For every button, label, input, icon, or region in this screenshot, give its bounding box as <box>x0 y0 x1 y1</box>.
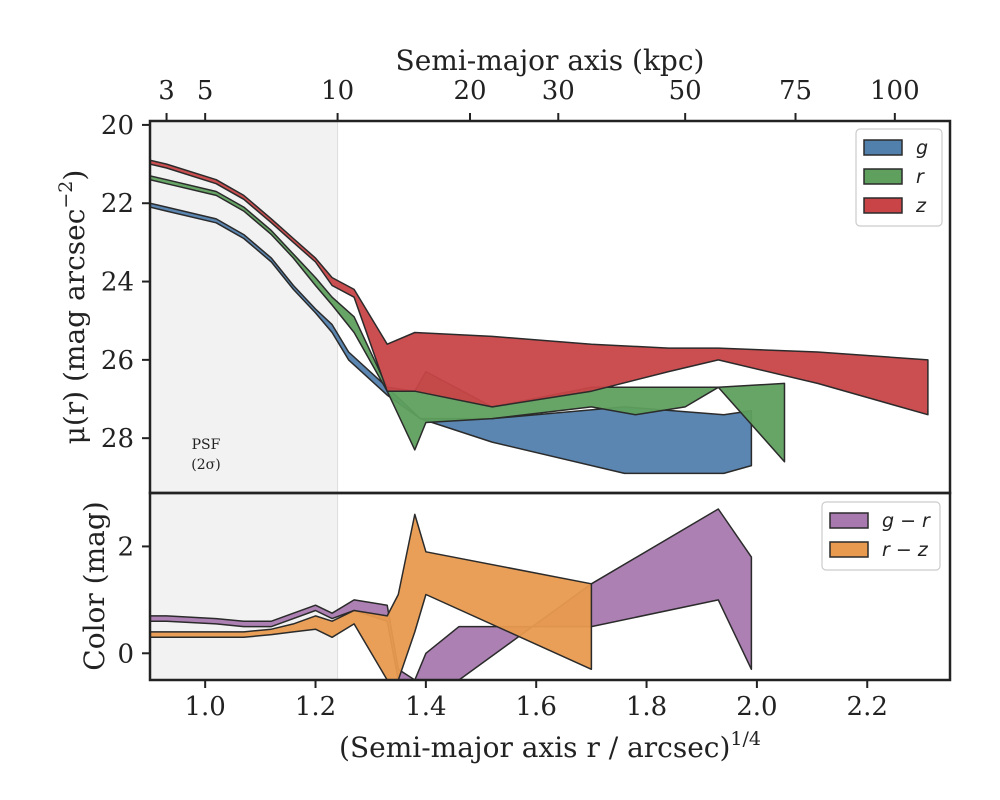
psf-label: PSF <box>192 437 221 453</box>
top-axis-tick-label: 3 <box>158 76 175 106</box>
color-bands <box>150 508 753 680</box>
legend-label-z: z <box>915 195 927 217</box>
top-axis-tick-label: 75 <box>779 76 812 106</box>
legend-swatch-r <box>863 168 903 185</box>
y-axis-title-exponent: −2 <box>55 181 77 209</box>
band-r <box>150 175 786 463</box>
psf-shaded-region-color-panel <box>150 493 338 680</box>
y-axis-title-tail: ) <box>58 170 91 181</box>
x-axis-title-main: (Semi-major axis r / arcsec) <box>339 731 730 764</box>
legend-swatch-z <box>863 197 903 214</box>
top-axis-tick-label: 30 <box>542 76 575 106</box>
legend-label-r: r <box>916 166 925 188</box>
top-axis-tick-label: 5 <box>197 76 214 106</box>
x-tick-label: 1.0 <box>184 692 225 722</box>
x-tick-label: 1.6 <box>516 692 557 722</box>
x-axis-title: (Semi-major axis r / arcsec)1/4 <box>339 728 761 764</box>
x-tick-label: 1.2 <box>295 692 336 722</box>
top-axis-tick-label: 10 <box>321 76 354 106</box>
top-axis-title: Semi-major axis (kpc) <box>396 44 705 77</box>
y-tick-label: 28 <box>101 424 134 454</box>
y-tick-label: 22 <box>101 189 134 219</box>
legend-swatch-r-z <box>829 541 869 558</box>
y-axis-title-main: μ(r) (mag arcsec <box>58 209 91 445</box>
color-plot-frame <box>148 491 952 682</box>
color-y-tick-label: 0 <box>117 639 134 669</box>
x-tick-label: 2.0 <box>736 692 777 722</box>
legend-label-g: g <box>916 137 928 159</box>
legend-swatch-g <box>863 139 903 156</box>
band-r-z <box>150 513 593 680</box>
legend-label-g-r: g − r <box>882 510 931 532</box>
band-z <box>150 159 929 416</box>
psf-sigma-label: (2σ) <box>191 457 220 473</box>
x-axis-title-exponent: 1/4 <box>730 728 761 750</box>
axis-ticks: 1.0 1.2 1.4 1.6 1.8 2.0 2.23 5 10 20 30 50 75 1002022… <box>101 76 920 722</box>
y-axis-title-surface-brightness: μ(r) (mag arcsec−2) <box>55 170 91 445</box>
top-axis-tick-label: 20 <box>453 76 486 106</box>
x-tick-label: 1.8 <box>626 692 667 722</box>
y-tick-label: 26 <box>101 346 134 376</box>
x-tick-label: 1.4 <box>405 692 446 722</box>
y-tick-label: 24 <box>101 268 134 298</box>
legend-colors: g − r r − z <box>821 501 941 571</box>
legend-label-r-z: r − z <box>882 539 929 561</box>
surface-brightness-bands <box>150 159 929 475</box>
y-axis-title-color: Color (mag) <box>78 501 111 670</box>
y-tick-label: 20 <box>101 111 134 141</box>
top-axis-tick-label: 50 <box>669 76 702 106</box>
band-g-r <box>150 508 753 680</box>
top-axis-tick-label: 100 <box>870 76 920 106</box>
x-tick-label: 2.2 <box>847 692 888 722</box>
color-y-tick-label: 2 <box>117 532 134 562</box>
legend-bands: grz <box>855 128 943 227</box>
legend-swatch-g-r <box>829 512 869 529</box>
